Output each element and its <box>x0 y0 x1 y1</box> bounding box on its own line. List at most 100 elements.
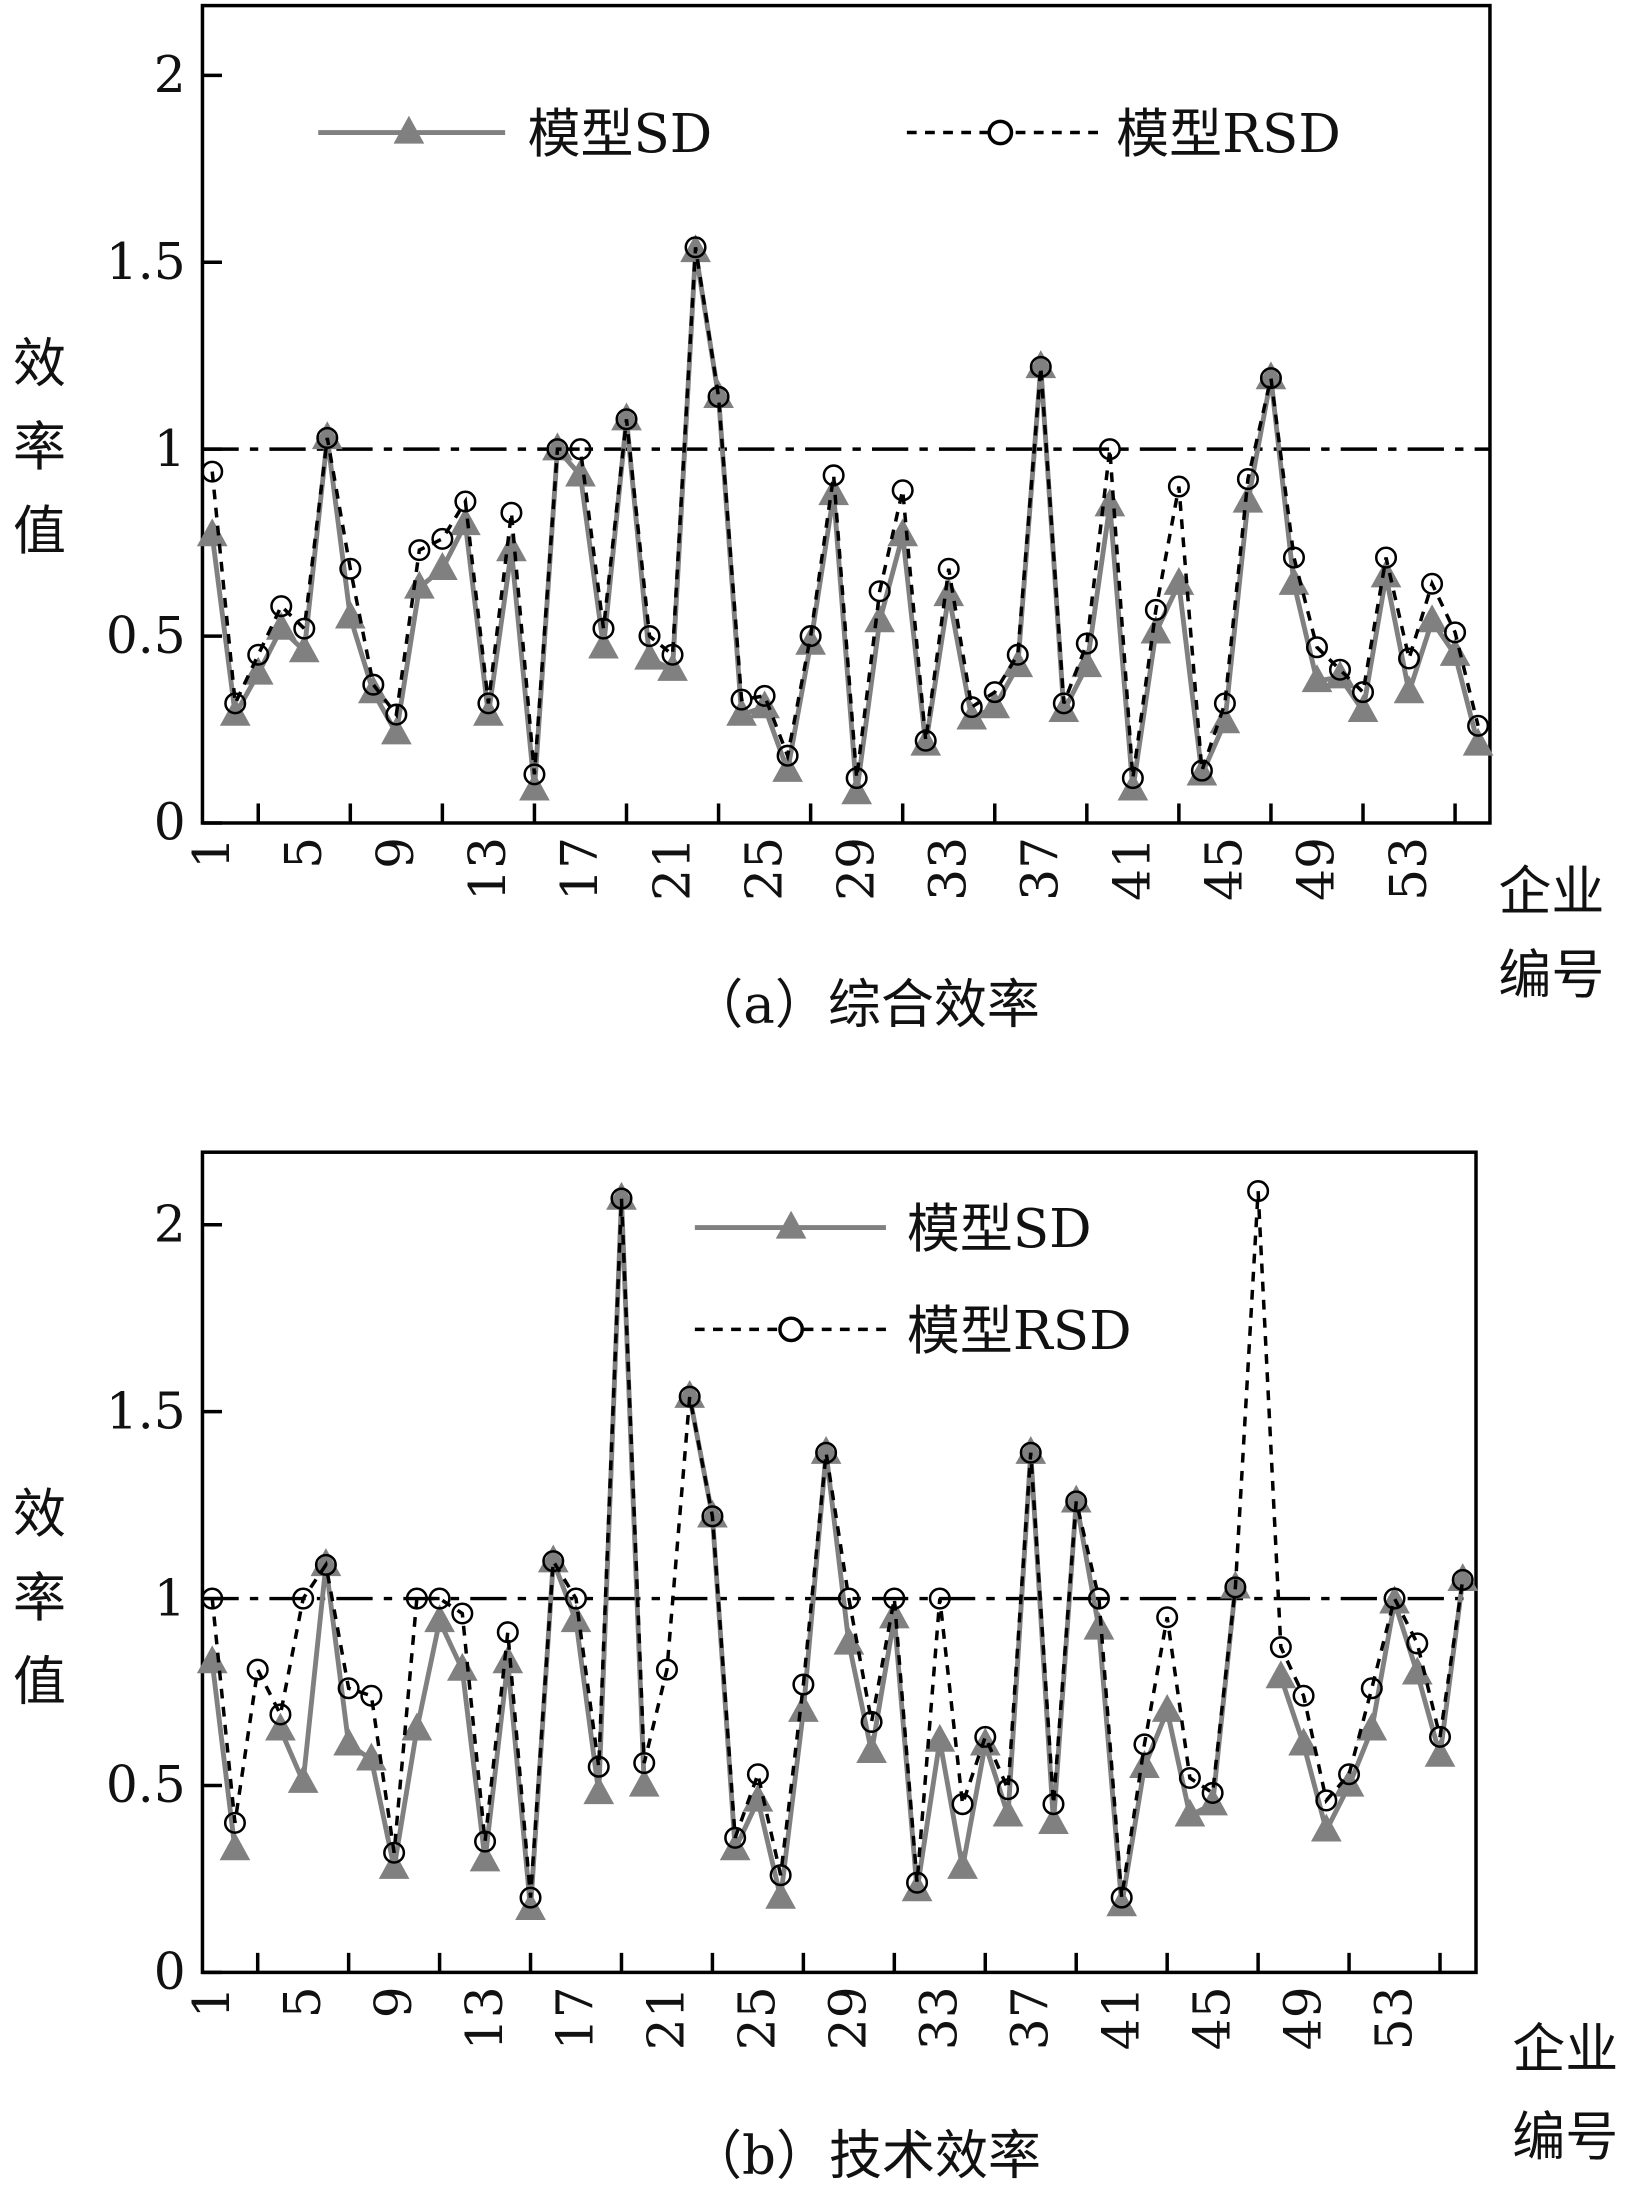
chart-b-sd-point <box>856 1735 887 1763</box>
chart-a-rsd-point <box>707 385 730 408</box>
chart-a-sd-point <box>588 630 619 659</box>
chart-b-rsd-point <box>201 1587 224 1610</box>
chart-a-composite-efficiency: 效率值 （a）综合效率 企业 编号 00.511.521 5 9 13 17 21 25 29… <box>5 3 1604 1035</box>
chart-a-rsd-point <box>960 696 983 719</box>
chart-a-xtick-label: 37 <box>1011 837 1070 901</box>
chart-b-sd-point <box>992 1798 1024 1827</box>
chart-b-rsd-point <box>837 1587 860 1610</box>
chart-a-rsd-point <box>684 236 707 259</box>
chart-a-sd-point <box>1209 705 1241 734</box>
chart-a-xtick-label: 29 <box>826 837 885 901</box>
chart-a-rsd-point <box>776 744 799 767</box>
chart-a-legend-sd-label: 模型SD <box>527 104 712 165</box>
chart-b-xtick-label: 21 <box>637 1986 696 2050</box>
chart-b-xtick-label: 33 <box>910 1986 969 2050</box>
chart-a-rsd-point <box>753 684 776 707</box>
chart-b-rsd-point <box>860 1710 883 1733</box>
chart-b-sd-point <box>628 1768 660 1797</box>
chart-a-sd-point <box>1048 694 1080 723</box>
chart-a-rsd-point <box>316 426 339 449</box>
chart-a-rsd-point <box>868 580 891 603</box>
chart-b-sd-point <box>265 1712 296 1741</box>
chart-b-sd-point <box>560 1604 592 1633</box>
chart-b-rsd-point <box>1087 1587 1110 1610</box>
chart-b-sd-point <box>1288 1727 1319 1756</box>
chart-a-legend-rsd-label: 模型RSD <box>1116 104 1341 165</box>
chart-b-rsd-point <box>428 1587 451 1610</box>
chart-b-rsd-point <box>746 1763 769 1786</box>
chart-b-sd-point <box>333 1727 364 1756</box>
chart-a-xtick-label: 1 <box>182 837 241 869</box>
chart-a-rsd-point <box>1236 468 1259 491</box>
chart-b-sd-point <box>1333 1768 1365 1797</box>
chart-a-sd-point <box>979 690 1011 719</box>
chart-b-rsd-point <box>496 1621 519 1644</box>
chart-a-rsd-point <box>1351 681 1375 704</box>
chart-a-sd-point <box>795 626 826 655</box>
chart-b-rsd-point <box>451 1602 474 1625</box>
chart-a-sd-point <box>404 570 435 599</box>
chart-a-sd-point <box>381 716 412 745</box>
chart-b-ytick-label: 1.5 <box>106 1381 186 1440</box>
chart-a-sd-point <box>1324 660 1356 689</box>
chart-a-sd-point <box>1117 772 1149 801</box>
chart-a-rsd-point <box>1467 714 1490 737</box>
chart-a-rsd-point <box>1421 572 1444 595</box>
chart-a-sd-point <box>1278 567 1310 595</box>
chart-a-xtick-label: 25 <box>734 837 793 901</box>
chart-a-sd-point <box>726 697 757 726</box>
chart-a-ylabel: 效率值 <box>5 335 66 586</box>
chart-a-rsd-point <box>270 595 293 618</box>
chart-a-rsd-point <box>983 681 1006 704</box>
chart-b-sd-point <box>719 1832 751 1861</box>
chart-a-sd-point <box>219 697 251 726</box>
chart-a-sd-point <box>1393 675 1425 704</box>
chart-b-rsd-point <box>633 1752 656 1775</box>
chart-b-rsd-point <box>792 1673 815 1696</box>
chart-a-sd-point <box>542 432 573 461</box>
chart-a-sd-point <box>427 552 458 580</box>
chart-b-xtick-label: 5 <box>273 1986 332 2018</box>
chart-b-sd-point <box>788 1693 819 1722</box>
chart-b-sd-point <box>924 1723 956 1752</box>
chart-a-rsd-point <box>1259 367 1282 390</box>
chart-b-xtick-label: 37 <box>1000 1986 1059 2050</box>
chart-b-sd-point <box>1265 1660 1297 1689</box>
chart-b-sd-point <box>1015 1436 1047 1464</box>
chart-a-sd-point <box>887 518 919 547</box>
chart-a-sd-point <box>1370 559 1402 588</box>
chart-b-xtick-label: 53 <box>1364 1986 1423 2050</box>
chart-a-rsd-point <box>1098 438 1121 461</box>
chart-a-ytick-label: 0 <box>154 793 186 852</box>
chart-b-rsd-point <box>337 1677 360 1700</box>
chart-a-sd-point <box>565 458 596 487</box>
chart-b-rsd-point <box>996 1778 1020 1801</box>
chart-a-xtick-label: 53 <box>1379 837 1438 901</box>
chart-a-rsd-point <box>822 464 845 487</box>
chart-b-technical-efficiency: 效率值 （b）技术效率 企业 编号 00.511.521 5 9 13 17 21 25 29… <box>5 1150 1618 2186</box>
chart-b-sd-point <box>469 1843 501 1872</box>
chart-a-sd-point <box>288 634 320 663</box>
chart-b-sd-point <box>833 1626 865 1655</box>
chart-b-rsd-point <box>769 1864 792 1887</box>
chart-a-xlabel-line1: 企业 <box>1498 861 1604 922</box>
chart-b-rsd-point <box>655 1658 678 1681</box>
chart-a-sd-point <box>473 697 504 726</box>
chart-b-rsd-point <box>269 1703 292 1726</box>
chart-b-ytick-label: 1 <box>154 1568 186 1627</box>
chart-a-rsd-point <box>1075 632 1098 655</box>
chart-b-xtick-label: 29 <box>819 1986 878 2050</box>
chart-a-rsd-point <box>592 617 615 640</box>
chart-a-xlabel-line2: 编号 <box>1498 945 1604 1006</box>
chart-b-legend-sd-marker <box>775 1210 807 1239</box>
chart-a-rsd-point <box>339 557 362 580</box>
chart-b-series-sd-line <box>209 1661 238 1850</box>
chart-b-legend-sd-label: 模型SD <box>907 1199 1092 1260</box>
chart-b-sd-point <box>356 1742 387 1771</box>
chart-b-legend-rsd-label: 模型RSD <box>907 1301 1132 1362</box>
chart-a-rsd-point <box>431 527 454 550</box>
chart-a-sd-point <box>749 690 780 719</box>
chart-a-rsd-point <box>1328 658 1352 681</box>
chart-b-sd-point <box>1083 1611 1115 1640</box>
chart-a-rsd-point <box>546 438 569 461</box>
